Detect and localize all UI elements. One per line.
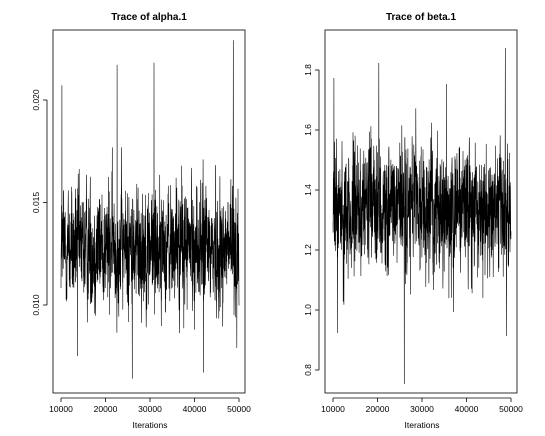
x-tick: 50000 [499,398,523,414]
x-tick: 40000 [183,398,207,414]
chart-title: Trace of alpha.1 [111,12,187,23]
x-tick: 10000 [321,398,345,414]
x-tick-label: 40000 [183,404,207,414]
x-axis: 10000 20000 30000 40000 50000 [321,397,523,414]
x-tick-label: 10000 [321,404,345,414]
x-axis: 10000 20000 30000 40000 50000 [49,397,251,414]
y-tick: 1.4 [303,184,319,196]
x-tick-label: 40000 [455,404,479,414]
y-tick-label: 0.015 [31,192,41,214]
y-tick-label: 1.4 [303,184,313,196]
trace-line [60,40,240,379]
plot-frame [324,29,518,394]
x-tick-label: 50000 [499,404,523,414]
y-axis: 0.010 0.015 0.020 [31,89,48,316]
x-tick-label: 30000 [410,404,434,414]
chart-title: Trace of beta.1 [386,12,456,23]
x-axis-label: Iterations [133,420,168,430]
x-tick: 10000 [49,398,73,414]
x-tick: 40000 [455,398,479,414]
y-tick-label: 1.8 [303,64,313,76]
x-tick-label: 20000 [94,404,118,414]
y-tick-label: 0.020 [31,89,41,111]
plot-frame [52,29,246,394]
y-tick-label: 0.010 [31,294,41,316]
y-tick: 0.020 [31,89,47,111]
y-tick-label: 0.8 [303,364,313,376]
y-tick-label: 1.2 [303,244,313,256]
y-tick-label: 1.0 [303,304,313,316]
x-tick: 30000 [410,398,434,414]
x-tick: 20000 [94,398,118,414]
trace-line [332,47,512,385]
y-tick: 0.010 [31,294,47,316]
x-tick-label: 10000 [49,404,73,414]
y-axis: 0.8 1.0 1.2 1.4 1.6 1.8 [303,64,320,376]
y-tick: 1.2 [303,244,319,256]
y-tick: 1.0 [303,304,319,316]
y-tick: 1.8 [303,64,319,76]
x-tick: 20000 [366,398,390,414]
x-tick-label: 30000 [138,404,162,414]
x-tick-label: 50000 [227,404,251,414]
x-tick-label: 20000 [366,404,390,414]
chart-alpha-1: Trace of alpha.1 10000 20000 30000 40000… [31,12,251,430]
y-tick: 0.8 [303,364,319,376]
x-tick: 50000 [227,398,251,414]
y-tick-label: 1.6 [303,124,313,136]
y-tick: 0.015 [31,192,47,214]
x-axis-label: Iterations [405,420,440,430]
x-tick: 30000 [138,398,162,414]
chart-beta-1: Trace of beta.1 10000 20000 30000 40000 … [303,12,523,430]
y-tick: 1.6 [303,124,319,136]
